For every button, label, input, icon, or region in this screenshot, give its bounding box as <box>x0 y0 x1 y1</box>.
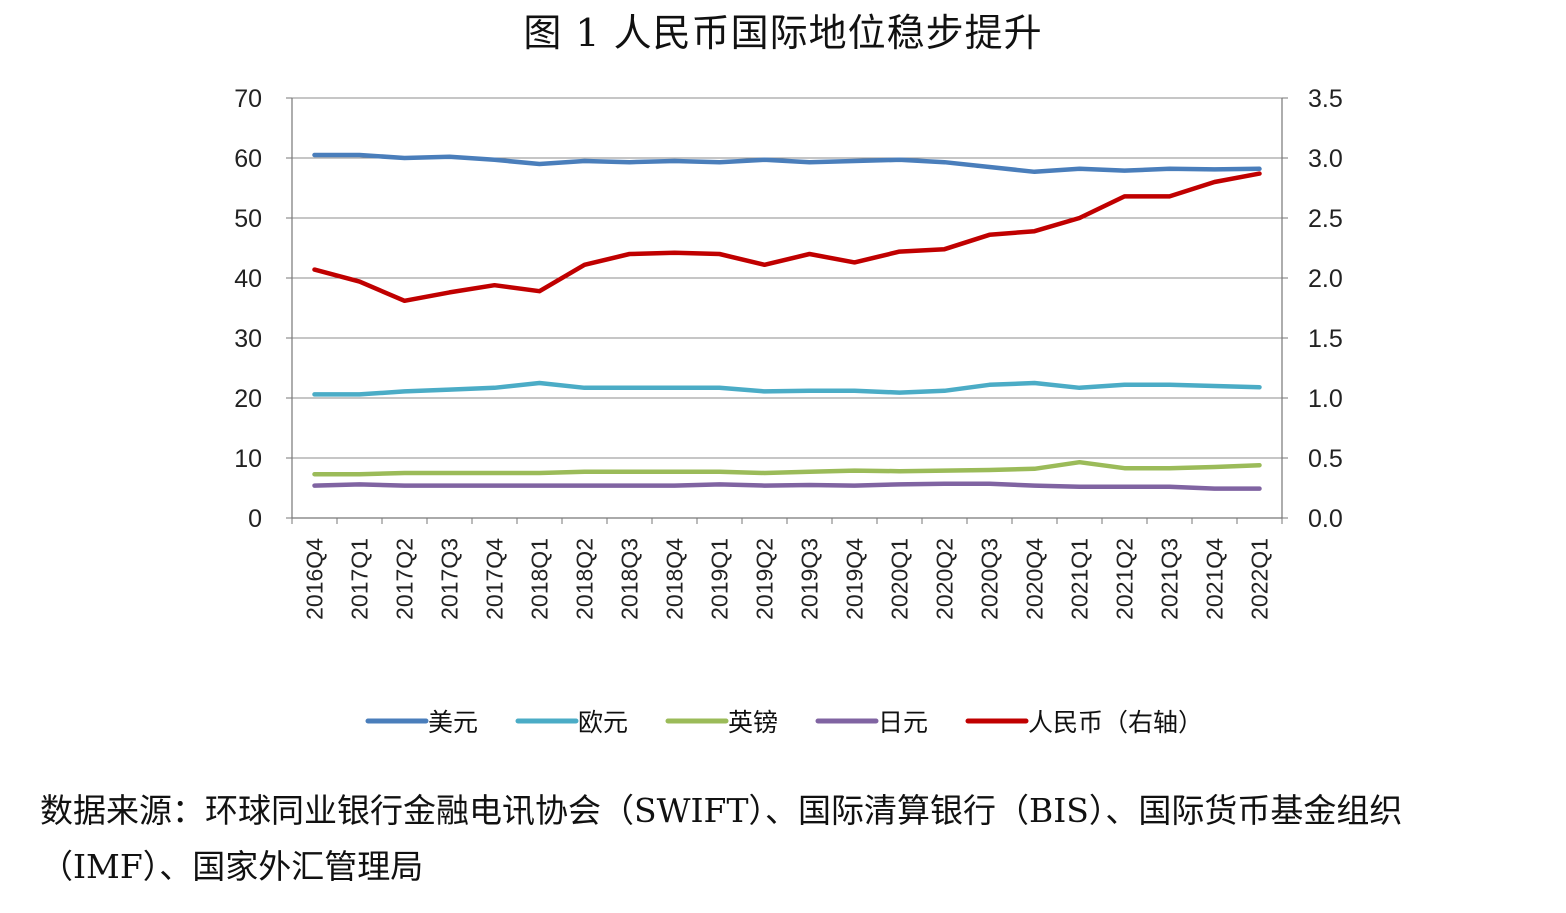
x-tick-label: 2020Q4 <box>1022 538 1048 620</box>
x-tick-label: 2021Q3 <box>1157 538 1183 620</box>
series-line <box>315 174 1260 301</box>
legend-label: 美元 <box>428 708 478 737</box>
legend: 美元 欧元 英镑 日元 人民币（右轴） <box>368 708 1203 737</box>
x-tick-label: 2022Q1 <box>1247 538 1273 620</box>
x-tick-label: 2018Q1 <box>527 538 553 620</box>
x-tick-label: 2020Q3 <box>977 538 1003 620</box>
y-left-tick-label: 60 <box>234 145 262 173</box>
source-note: 数据来源：环球同业银行金融电讯协会（SWIFT）、国际清算银行（BIS）、国际货… <box>40 783 1550 895</box>
legend-label: 人民币（右轴） <box>1028 708 1203 737</box>
y-right-tick-label: 2.5 <box>1308 205 1343 233</box>
y-right-tick-label: 0.0 <box>1308 505 1343 533</box>
y-left-tick-label: 70 <box>234 85 262 113</box>
legend-item: 人民币（右轴） <box>968 708 1203 737</box>
x-tick-label: 2020Q1 <box>887 538 913 620</box>
legend-item: 英镑 <box>668 708 778 737</box>
y-left-tick-label: 40 <box>234 265 262 293</box>
legend-item: 日元 <box>818 708 928 737</box>
x-tick-label: 2016Q4 <box>302 538 328 620</box>
y-right-tick-label: 0.5 <box>1308 445 1343 473</box>
x-tick-label: 2019Q4 <box>842 538 868 620</box>
x-tick-label: 2019Q1 <box>707 538 733 620</box>
series-layer <box>315 155 1260 489</box>
x-tick-label: 2021Q1 <box>1067 538 1093 620</box>
grid-layer <box>292 98 1282 458</box>
axes-layer: 0 10 20 30 40 50 60 70 0.0 0.5 1.0 1.5 2.0 2.5 3.0 3.5 2… <box>234 85 1343 620</box>
x-tick-label: 2018Q2 <box>572 538 598 620</box>
y-right-tick-label: 1.5 <box>1308 325 1343 353</box>
x-tick-label: 2017Q4 <box>482 538 508 620</box>
legend-label: 英镑 <box>728 708 778 737</box>
y-right-tick-label: 3.0 <box>1308 145 1343 173</box>
legend-label: 日元 <box>878 708 928 737</box>
y-left-tick-label: 0 <box>248 505 262 533</box>
x-tick-label: 2017Q3 <box>437 538 463 620</box>
x-tick-label: 2018Q4 <box>662 538 688 620</box>
series-line <box>315 462 1260 474</box>
x-tick-label: 2021Q4 <box>1202 538 1228 620</box>
y-left-tick-label: 10 <box>234 445 262 473</box>
x-tick-label: 2018Q3 <box>617 538 643 620</box>
y-right-tick-label: 2.0 <box>1308 265 1343 293</box>
y-left-tick-label: 20 <box>234 385 262 413</box>
x-tick-label: 2019Q2 <box>752 538 778 620</box>
x-tick-label: 2021Q2 <box>1112 538 1138 620</box>
legend-item: 美元 <box>368 708 478 737</box>
y-left-tick-label: 50 <box>234 205 262 233</box>
x-tick-label: 2020Q2 <box>932 538 958 620</box>
x-tick-label: 2017Q1 <box>347 538 373 620</box>
x-tick-label: 2019Q3 <box>797 538 823 620</box>
series-line <box>315 484 1260 489</box>
series-line <box>315 383 1260 394</box>
x-tick-label: 2017Q2 <box>392 538 418 620</box>
y-left-tick-label: 30 <box>234 325 262 353</box>
legend-item: 欧元 <box>518 708 628 737</box>
legend-label: 欧元 <box>578 708 628 737</box>
y-right-tick-label: 3.5 <box>1308 85 1343 113</box>
y-right-tick-label: 1.0 <box>1308 385 1343 413</box>
